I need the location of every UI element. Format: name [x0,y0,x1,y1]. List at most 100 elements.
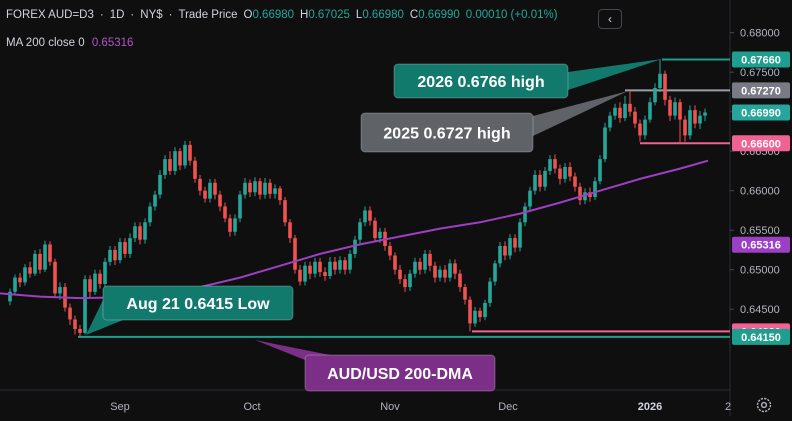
candle-body [258,181,262,195]
candle [173,147,177,175]
candle-body [578,186,582,201]
candle [288,219,292,243]
candle-body [263,182,267,195]
candle [433,261,437,283]
gear-icon[interactable] [755,396,773,414]
candle-body [53,261,57,294]
candle [228,214,232,237]
ma-indicator-legend[interactable]: MA 200 close 0 0.65316 [6,37,133,49]
x-tick-label: Dec [498,401,518,413]
candle-body [143,222,147,240]
candle-body [703,112,707,116]
candle-body [393,255,397,270]
candle-body [573,176,577,187]
y-tick-label: 0.64500 [740,304,780,316]
candle [458,269,462,292]
candle [183,140,187,169]
candle [338,256,342,274]
candle [43,240,47,273]
price-axis-label-text: 0.66990 [741,107,781,119]
price-axis-label-bg [732,135,790,152]
candle [8,288,12,306]
candle [308,261,312,280]
candle-body [238,194,242,219]
candle-body [688,110,692,136]
candle [618,102,622,123]
price-axis-label: 0.66990 [732,104,790,121]
candle-body [523,206,527,223]
candle-body [163,159,167,175]
symbol-name[interactable]: FOREX AUD=D3 [6,9,94,21]
candle [453,259,457,280]
interval-label[interactable]: 1D [109,9,125,21]
candle-body [348,253,352,270]
candle [578,182,582,205]
x-tick-label: 2 [725,401,731,413]
candle [198,174,202,196]
candle-body [358,222,362,240]
annotation-callout: AUD/USD 200-DMA [255,340,496,392]
candle [68,303,72,325]
candle [263,178,267,199]
candle-body [23,267,27,283]
candle [568,162,572,182]
candle-body [8,291,12,302]
candle-body [453,263,457,274]
candle-body [498,246,502,264]
candle-body [633,111,637,124]
candle [343,257,347,275]
candle [108,246,112,266]
annotation-callout: Aug 21 0.6415 Low [86,285,294,335]
candle-body [513,238,517,248]
candle [28,261,32,278]
candle [668,95,672,122]
candle [518,218,522,252]
candle [443,264,447,283]
candle [163,155,167,179]
candle [473,306,477,327]
candle [83,275,87,335]
candle-body [98,273,102,284]
candle-body [78,328,82,333]
dot-separator: · [99,9,104,21]
candle [293,234,297,274]
candle [563,163,567,183]
candle [188,140,192,166]
annotation-text: 2025 0.6727 high [383,126,510,143]
candle [368,206,372,226]
y-tick-label: 0.68000 [740,28,780,40]
candle [573,172,577,192]
candle [128,233,132,258]
candle-body [323,272,327,277]
candle [513,234,517,253]
candle-body [43,244,47,270]
candle-body [303,265,307,282]
close-value: 0.66990 [418,9,460,21]
candle-body [148,206,152,223]
candle [478,307,482,322]
candle-body [298,269,302,282]
candle-body [338,260,342,270]
collapse-legend-button[interactable]: ‹ [598,9,622,29]
candle [498,242,502,268]
candle-body [418,261,422,270]
candle-body [388,246,392,256]
candle-body [378,231,382,239]
price-axis-label-bg [732,104,790,121]
candle-body [33,253,37,274]
candle-body [603,127,607,160]
candle-body [593,181,597,198]
candle [13,274,17,295]
price-axis-label-text: 0.67270 [741,85,781,97]
candle-body [38,253,42,270]
candle [193,156,197,183]
candle-body [643,119,647,136]
candle [248,179,252,198]
annotation-pointer [533,91,628,136]
candle-body [353,239,357,254]
candle-body [638,123,642,136]
candle [348,249,352,274]
candle [398,264,402,284]
candle-body [403,279,407,288]
